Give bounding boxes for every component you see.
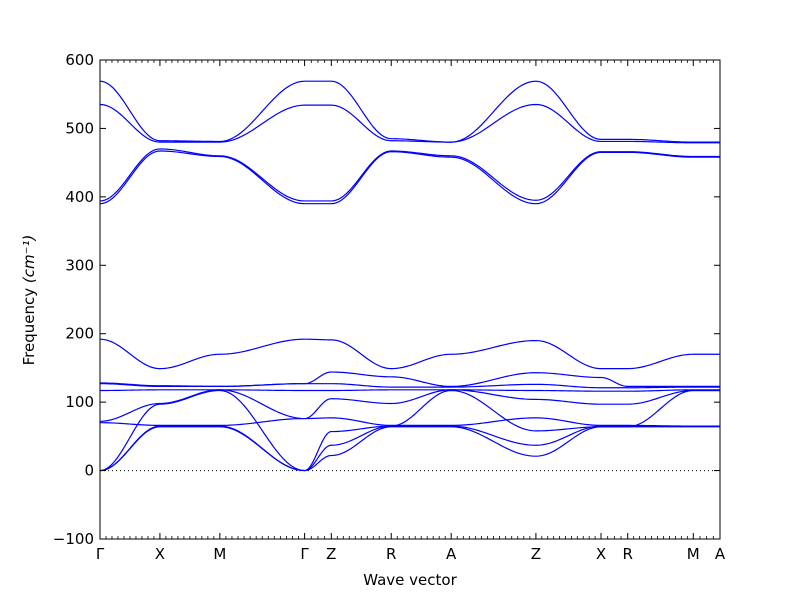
x-tick-label: Γ (300, 545, 309, 563)
y-tick-label: 400 (65, 188, 94, 206)
y-tick-label: 300 (65, 256, 94, 274)
y-axis-label-unit: (cm⁻¹) (20, 235, 38, 284)
band-line-7 (99, 383, 720, 389)
y-tick-label: 200 (65, 325, 94, 343)
band-line-3 (99, 148, 720, 202)
band-line-9 (99, 389, 720, 422)
x-tick-label: R (622, 545, 632, 563)
x-tick-label: A (446, 545, 457, 563)
band-line-13 (99, 426, 720, 472)
x-tick-label: M (213, 545, 226, 563)
band-line-10 (99, 417, 720, 427)
x-tick-label: A (715, 545, 726, 563)
x-tick-label: X (155, 545, 165, 563)
x-tick-label: Γ (96, 545, 105, 563)
y-tick-label: 100 (65, 393, 94, 411)
x-tick-label: R (386, 545, 396, 563)
y-tick-label: −100 (53, 530, 94, 548)
y-tick-label: 500 (65, 119, 94, 137)
band-line-1 (99, 80, 720, 143)
y-axis-label-text: Frequency (20, 288, 38, 366)
band-line-2 (99, 103, 720, 144)
plot-frame (99, 59, 721, 540)
y-axis-label: Frequency (cm⁻¹) (20, 235, 38, 366)
x-tick-label: M (687, 545, 700, 563)
x-tick-label: Z (326, 545, 336, 563)
x-tick-label: X (596, 545, 606, 563)
x-tick-label: Z (531, 545, 541, 563)
y-tick-label: 0 (84, 462, 94, 480)
band-line-12 (99, 425, 720, 472)
x-axis-label: Wave vector (363, 571, 457, 589)
band-line-6 (99, 371, 720, 388)
band-line-4 (99, 150, 720, 205)
y-tick-label: 600 (65, 51, 94, 69)
band-line-8 (100, 389, 720, 392)
series-group (99, 80, 720, 472)
band-line-5 (99, 338, 720, 370)
band-line-11 (99, 389, 720, 472)
